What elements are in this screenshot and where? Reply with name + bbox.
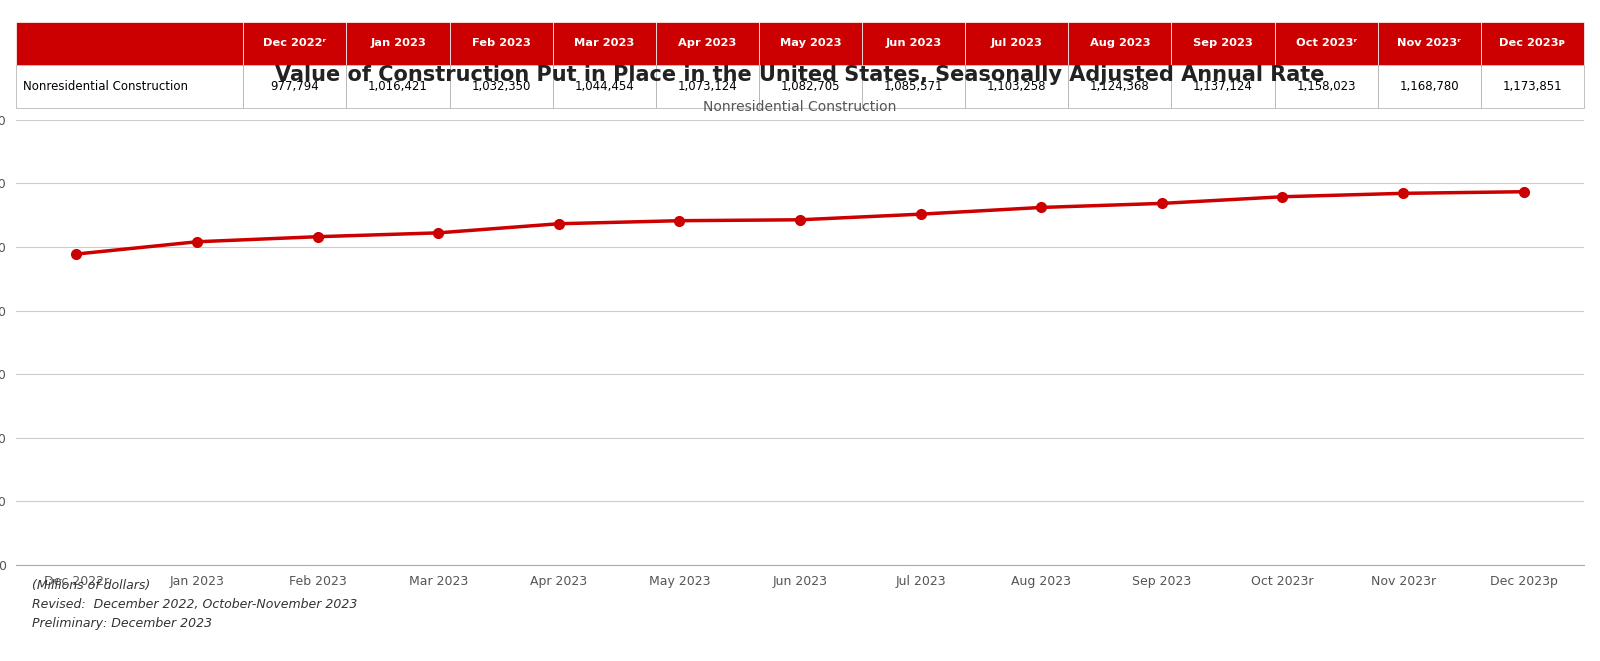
Text: Jan 2023: Jan 2023	[370, 38, 426, 48]
Text: Jun 2023: Jun 2023	[885, 38, 942, 48]
Text: Aug 2023: Aug 2023	[1090, 38, 1150, 48]
Text: 1,168,780: 1,168,780	[1400, 80, 1459, 93]
Text: Nonresidential Construction: Nonresidential Construction	[704, 100, 896, 114]
Text: Dec 2022ʳ: Dec 2022ʳ	[264, 38, 326, 48]
Text: Nov 2023ʳ: Nov 2023ʳ	[1397, 38, 1461, 48]
Text: 1,085,571: 1,085,571	[883, 80, 944, 93]
Bar	[758, 65, 862, 108]
Text: Oct 2023ʳ: Oct 2023ʳ	[1296, 38, 1357, 48]
Bar	[862, 65, 965, 108]
Bar	[965, 65, 1069, 108]
Text: 1,073,124: 1,073,124	[677, 80, 738, 93]
Bar	[1275, 22, 1378, 65]
Bar	[1482, 65, 1584, 108]
Bar	[1171, 65, 1275, 108]
Bar	[450, 65, 552, 108]
Bar	[862, 22, 965, 65]
Title: Value of Construction Put in Place in the United States, Seasonally Adjusted Ann: Value of Construction Put in Place in th…	[275, 65, 1325, 85]
Bar	[656, 22, 758, 65]
Bar	[16, 22, 243, 65]
Text: Apr 2023: Apr 2023	[678, 38, 736, 48]
Bar	[552, 22, 656, 65]
Bar	[1069, 65, 1171, 108]
Bar	[1275, 65, 1378, 108]
Text: May 2023: May 2023	[779, 38, 842, 48]
Bar	[243, 22, 347, 65]
Text: Jul 2023: Jul 2023	[990, 38, 1043, 48]
Bar	[1069, 22, 1171, 65]
Text: 1,044,454: 1,044,454	[574, 80, 634, 93]
Bar	[965, 22, 1069, 65]
Bar	[243, 65, 347, 108]
Text: Nonresidential Construction: Nonresidential Construction	[22, 80, 187, 93]
Bar	[347, 22, 450, 65]
Text: Feb 2023: Feb 2023	[472, 38, 531, 48]
Text: 1,124,368: 1,124,368	[1090, 80, 1150, 93]
Text: 1,103,258: 1,103,258	[987, 80, 1046, 93]
Bar	[1378, 22, 1482, 65]
Bar	[1171, 22, 1275, 65]
Text: Sep 2023: Sep 2023	[1194, 38, 1253, 48]
Bar	[1378, 65, 1482, 108]
Bar	[1482, 22, 1584, 65]
Text: 1,137,124: 1,137,124	[1194, 80, 1253, 93]
Text: Dec 2023ᴘ: Dec 2023ᴘ	[1499, 38, 1565, 48]
Bar	[450, 22, 552, 65]
Bar	[347, 65, 450, 108]
Bar	[758, 22, 862, 65]
Text: 1,173,851: 1,173,851	[1502, 80, 1562, 93]
Text: 1,032,350: 1,032,350	[472, 80, 531, 93]
Text: 1,158,023: 1,158,023	[1296, 80, 1355, 93]
Bar	[656, 65, 758, 108]
Text: 1,082,705: 1,082,705	[781, 80, 840, 93]
Text: 1,016,421: 1,016,421	[368, 80, 427, 93]
Text: 977,794: 977,794	[270, 80, 320, 93]
Text: (Millions of dollars)
Revised:  December 2022, October-November 2023
Preliminary: (Millions of dollars) Revised: December …	[32, 578, 357, 630]
Bar	[552, 65, 656, 108]
Bar	[16, 65, 243, 108]
Text: Mar 2023: Mar 2023	[574, 38, 635, 48]
